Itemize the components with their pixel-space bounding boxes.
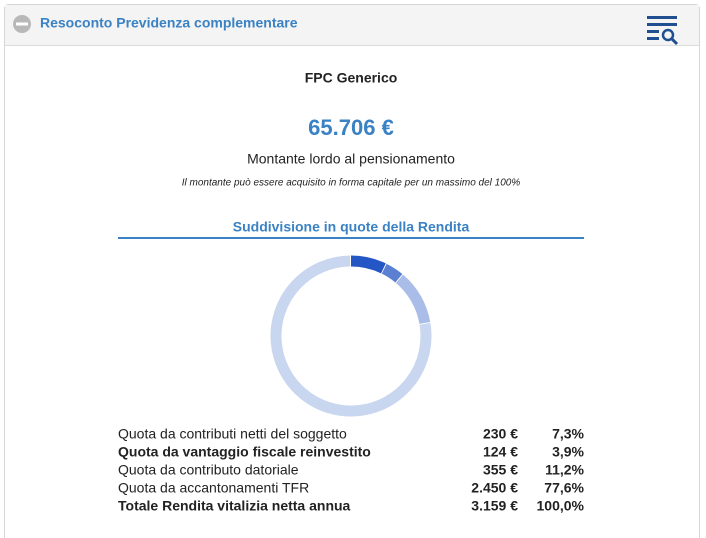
note: Il montante può essere acquisito in form… (182, 178, 521, 189)
total-cell: Totale Rendita vitalizia netta annua (118, 498, 351, 514)
row-amount: 2.450 € (471, 480, 518, 496)
donut-segment (381, 263, 403, 283)
row-percent: 3,9% (552, 444, 584, 460)
donut-segment (395, 274, 431, 325)
total-cell: 100,0% (537, 498, 585, 514)
search-list-icon[interactable] (647, 16, 679, 46)
row-label: Quota da contributi netti del soggetto (118, 426, 347, 442)
amount: 65.706 € (308, 115, 394, 140)
row-label: Quota da accantonamenti TFR (118, 480, 309, 496)
row-percent: 77,6% (544, 480, 584, 496)
row-percent: 11,2% (545, 462, 584, 478)
donut-segment (350, 255, 386, 274)
chart-title: Suddivisione in quote della Rendita (233, 219, 470, 235)
donut-segment (270, 255, 432, 417)
row-label: Quota da vantaggio fiscale reinvestito (118, 444, 371, 460)
row-label: Quota da contributo datoriale (118, 462, 299, 478)
panel-title: Resoconto Previdenza complementare (40, 15, 298, 31)
row-percent: 7,3% (552, 426, 584, 442)
panel-header (5, 5, 699, 45)
row-amount: 355 € (483, 462, 518, 478)
fund-name: FPC Generico (305, 70, 398, 86)
row-amount: 230 € (483, 426, 518, 442)
row-amount: 124 € (483, 444, 518, 460)
collapse-button[interactable] (13, 15, 31, 33)
panel-frame (4, 4, 700, 538)
total-cell: 3.159 € (471, 498, 518, 514)
amount-label: Montante lordo al pensionamento (247, 151, 455, 167)
